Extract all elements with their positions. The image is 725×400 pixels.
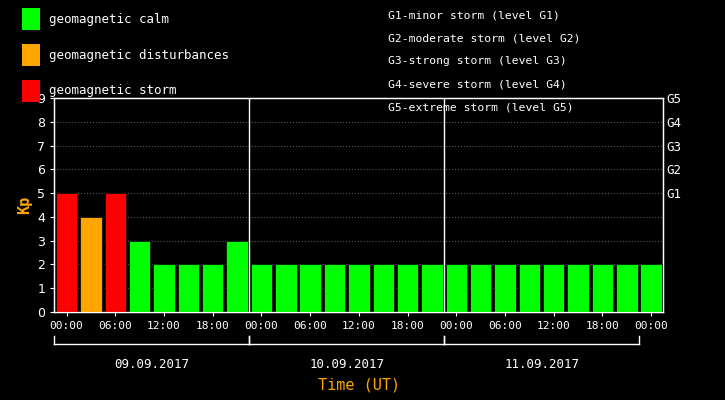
Bar bbox=[421, 264, 443, 312]
Text: G3-strong storm (level G3): G3-strong storm (level G3) bbox=[388, 56, 567, 66]
Bar bbox=[275, 264, 297, 312]
Text: G5-extreme storm (level G5): G5-extreme storm (level G5) bbox=[388, 103, 573, 113]
Text: 11.09.2017: 11.09.2017 bbox=[504, 358, 579, 370]
Bar bbox=[178, 264, 199, 312]
Bar bbox=[129, 241, 150, 312]
Bar bbox=[324, 264, 345, 312]
Text: geomagnetic disturbances: geomagnetic disturbances bbox=[49, 48, 228, 62]
Bar bbox=[640, 264, 662, 312]
Text: geomagnetic calm: geomagnetic calm bbox=[49, 12, 169, 26]
Bar bbox=[226, 241, 248, 312]
Bar bbox=[543, 264, 565, 312]
Bar bbox=[616, 264, 637, 312]
Bar bbox=[104, 193, 126, 312]
Bar bbox=[56, 193, 78, 312]
Bar bbox=[446, 264, 467, 312]
Text: Time (UT): Time (UT) bbox=[318, 377, 400, 392]
Bar bbox=[153, 264, 175, 312]
Bar bbox=[592, 264, 613, 312]
Bar bbox=[348, 264, 370, 312]
Bar bbox=[202, 264, 223, 312]
Bar bbox=[518, 264, 540, 312]
Y-axis label: Kp: Kp bbox=[17, 196, 32, 214]
Text: G4-severe storm (level G4): G4-severe storm (level G4) bbox=[388, 80, 567, 90]
Text: 10.09.2017: 10.09.2017 bbox=[309, 358, 384, 370]
Text: G2-moderate storm (level G2): G2-moderate storm (level G2) bbox=[388, 33, 581, 43]
Bar bbox=[494, 264, 515, 312]
Text: geomagnetic storm: geomagnetic storm bbox=[49, 84, 176, 98]
Bar bbox=[80, 217, 102, 312]
Bar bbox=[251, 264, 272, 312]
Text: 09.09.2017: 09.09.2017 bbox=[115, 358, 189, 370]
Bar bbox=[373, 264, 394, 312]
Bar bbox=[470, 264, 492, 312]
Bar bbox=[397, 264, 418, 312]
Bar bbox=[568, 264, 589, 312]
Text: G1-minor storm (level G1): G1-minor storm (level G1) bbox=[388, 10, 560, 20]
Bar bbox=[299, 264, 321, 312]
